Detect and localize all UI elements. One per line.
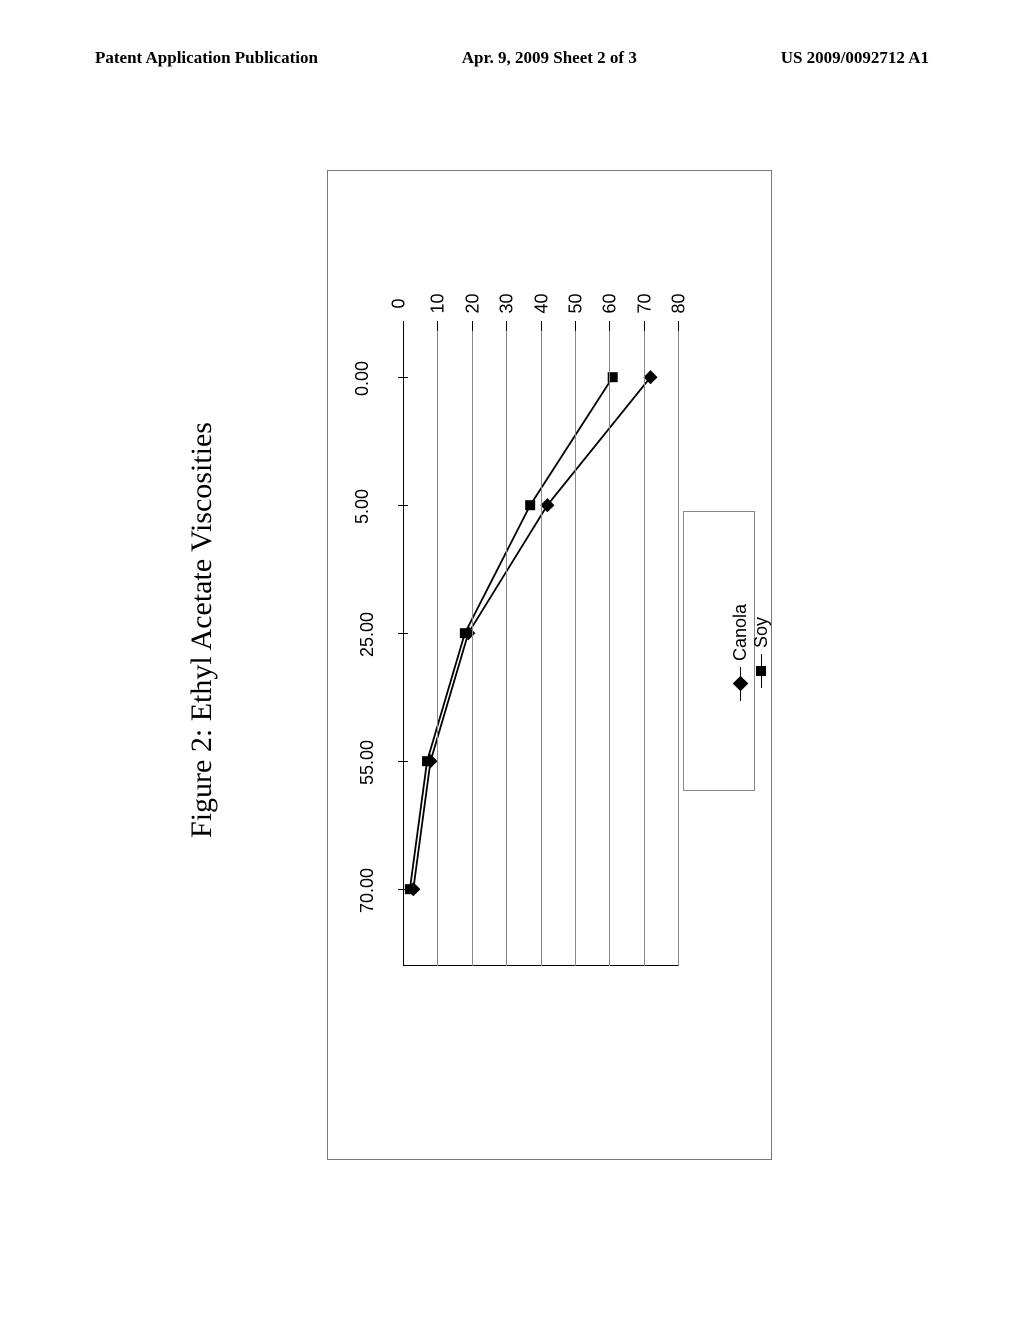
- legend-item-canola: Canola: [730, 604, 751, 701]
- header-center: Apr. 9, 2009 Sheet 2 of 3: [462, 48, 637, 68]
- legend: Canola Soy: [683, 511, 755, 791]
- x-tick: [398, 505, 408, 506]
- diamond-icon: [733, 676, 749, 692]
- x-tick-label: 5.00: [352, 489, 373, 524]
- gridline: [644, 326, 645, 966]
- gridline: [609, 326, 610, 966]
- legend-label: Canola: [730, 604, 751, 661]
- y-tick: [644, 321, 645, 331]
- y-tick-label: 40: [531, 293, 552, 313]
- gridline: [541, 326, 542, 966]
- y-tick-label: 10: [428, 293, 449, 313]
- chart-box: 010203040506070800.005.0025.0055.0070.00…: [327, 170, 772, 1160]
- y-tick: [506, 321, 507, 331]
- x-tick: [398, 889, 408, 890]
- x-tick-label: 55.00: [357, 740, 378, 785]
- x-tick-label: 25.00: [357, 612, 378, 657]
- y-tick-label: 70: [634, 293, 655, 313]
- y-tick-label: 80: [669, 293, 690, 313]
- gridline: [678, 326, 679, 966]
- y-tick: [437, 321, 438, 331]
- y-tick: [472, 321, 473, 331]
- x-tick: [398, 633, 408, 634]
- legend-item-soy: Soy: [751, 617, 772, 688]
- y-tick-label: 20: [462, 293, 483, 313]
- marker-soy: [460, 628, 470, 638]
- plot-area: 010203040506070800.005.0025.0055.0070.00: [403, 326, 678, 966]
- y-tick-label: 50: [565, 293, 586, 313]
- x-tick-label: 70.00: [357, 868, 378, 913]
- header-right: US 2009/0092712 A1: [781, 48, 929, 68]
- y-tick-label: 0: [389, 298, 410, 308]
- header-left: Patent Application Publication: [95, 48, 318, 68]
- series-line-canola: [413, 377, 650, 889]
- gridline: [506, 326, 507, 966]
- gridline: [575, 326, 576, 966]
- gridline: [437, 326, 438, 966]
- x-tick: [398, 761, 408, 762]
- x-tick-label: 0.00: [352, 361, 373, 396]
- x-tick: [398, 377, 408, 378]
- marker-soy: [525, 500, 535, 510]
- y-tick: [403, 321, 404, 331]
- figure-wrapper: Figure 2: Ethyl Acetate Viscosities 0102…: [235, 145, 793, 1185]
- page-header: Patent Application Publication Apr. 9, 2…: [0, 48, 1024, 68]
- figure-title: Figure 2: Ethyl Acetate Viscosities: [185, 422, 219, 838]
- y-tick: [609, 321, 610, 331]
- series-line-soy: [410, 377, 613, 889]
- legend-label: Soy: [751, 617, 772, 648]
- gridline: [472, 326, 473, 966]
- square-icon: [756, 666, 766, 676]
- y-tick: [541, 321, 542, 331]
- y-tick: [678, 321, 679, 331]
- marker-soy: [422, 756, 432, 766]
- y-tick-label: 60: [600, 293, 621, 313]
- y-tick-label: 30: [497, 293, 518, 313]
- y-tick: [575, 321, 576, 331]
